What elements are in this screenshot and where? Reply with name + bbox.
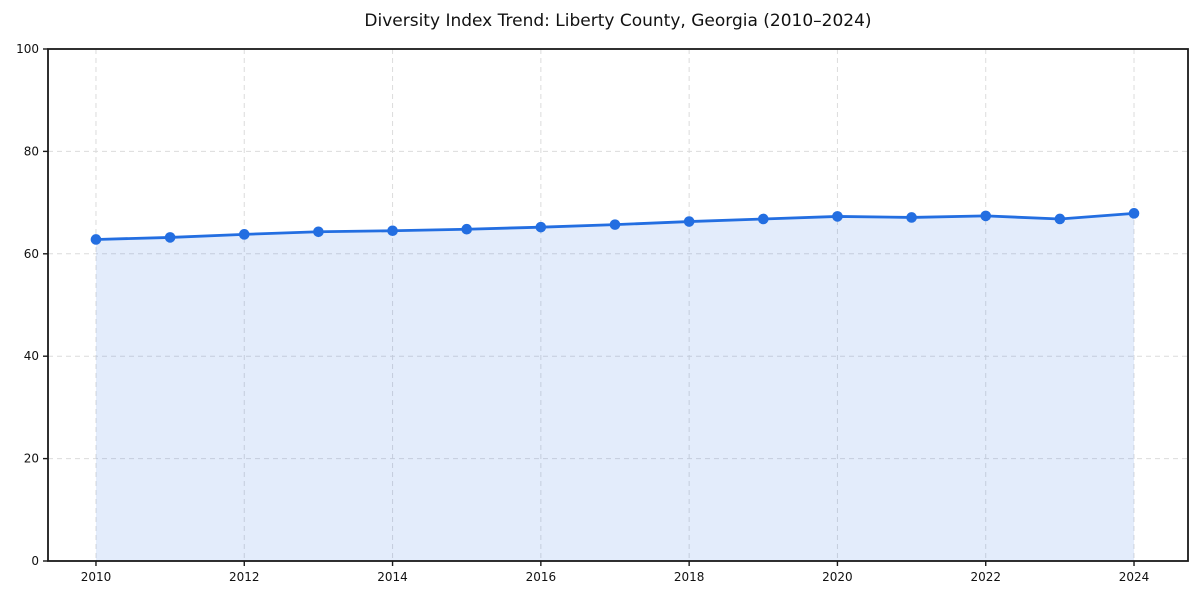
y-tick-label: 20 bbox=[24, 452, 39, 466]
area-fill bbox=[95, 213, 1135, 562]
data-point bbox=[609, 219, 621, 230]
data-point bbox=[238, 229, 250, 240]
data-point bbox=[757, 213, 769, 225]
data-point bbox=[1054, 213, 1066, 225]
y-tick-label: 80 bbox=[24, 144, 39, 158]
y-tick-label: 40 bbox=[24, 349, 39, 363]
x-tick-label: 2018 bbox=[674, 570, 705, 584]
data-point bbox=[535, 221, 547, 233]
data-point bbox=[461, 223, 473, 235]
data-point bbox=[832, 211, 843, 222]
x-tick-label: 2012 bbox=[229, 570, 260, 584]
data-point bbox=[387, 225, 398, 237]
x-axis: 2010 2012 2014 2016 2018 2020 2022 2024 bbox=[81, 561, 1150, 584]
axis-frame bbox=[47, 48, 1189, 562]
chart-title: Diversity Index Trend: Liberty County, G… bbox=[364, 11, 872, 31]
x-tick-label: 2020 bbox=[822, 570, 853, 584]
y-tick-label: 60 bbox=[24, 247, 39, 261]
data-point bbox=[90, 234, 102, 245]
x-tick-label: 2024 bbox=[1119, 570, 1150, 584]
data-point bbox=[1128, 208, 1140, 219]
y-tick-label: 0 bbox=[31, 554, 39, 568]
x-tick-label: 2016 bbox=[526, 570, 557, 584]
y-axis: 0 20 40 60 80 100 bbox=[16, 42, 48, 568]
data-point bbox=[313, 226, 324, 238]
data-point bbox=[906, 212, 917, 223]
data-point bbox=[164, 232, 176, 243]
x-tick-label: 2022 bbox=[970, 570, 1001, 584]
x-tick-label: 2014 bbox=[377, 570, 408, 584]
x-tick-label: 2010 bbox=[81, 570, 112, 584]
data-point bbox=[980, 210, 992, 222]
data-point bbox=[683, 216, 695, 227]
data-points bbox=[90, 208, 1140, 245]
y-tick-label: 100 bbox=[16, 42, 39, 56]
